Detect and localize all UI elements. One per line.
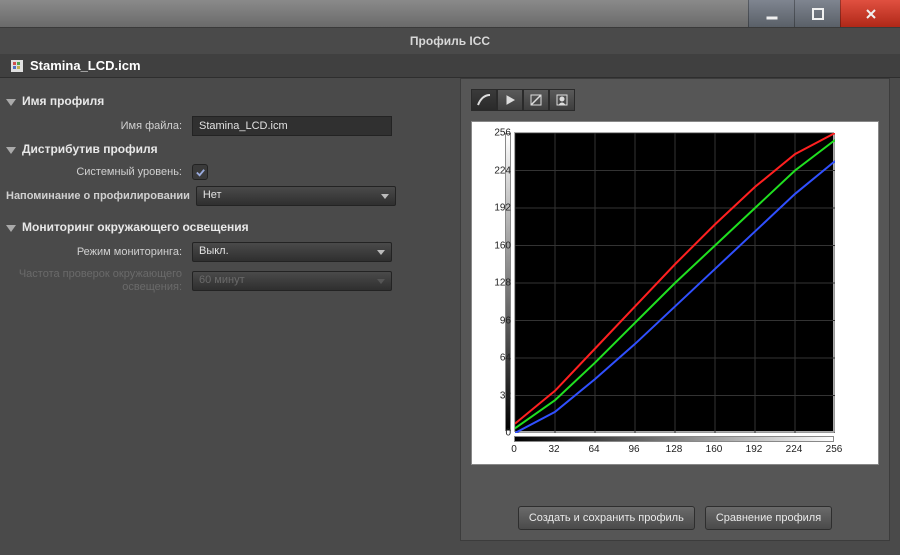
chart-container: 0326496128160192224256 03264961281601922… [471,121,879,465]
reminder-label: Напоминание о профилировании [6,190,196,202]
syslevel-checkbox[interactable] [192,164,208,180]
file-name: Stamina_LCD.icm [30,58,141,73]
section-distribution[interactable]: Дистрибутив профиля [6,142,448,156]
file-header: Stamina_LCD.icm [0,54,900,78]
monitor-mode-label: Режим мониторинга: [6,246,192,258]
freq-label: Частота проверок окружающего освещения: [6,268,192,294]
tone-curve-chart: 0326496128160192224256 [514,132,834,432]
left-panel: Имя профиля Имя файла: Дистрибутив профи… [0,78,460,551]
reminder-select[interactable]: Нет [196,186,396,206]
tool-contrast[interactable] [523,89,549,111]
syslevel-label: Системный уровень: [6,166,192,178]
right-panel: 0326496128160192224256 03264961281601922… [460,78,890,541]
freq-select: 60 минут [192,271,392,291]
filename-label: Имя файла: [6,120,192,132]
filename-input[interactable] [192,116,392,136]
x-axis-labels: 0326496128160192224256 [514,442,834,458]
chevron-down-icon [6,147,16,154]
monitor-mode-select[interactable]: Выкл. [192,242,392,262]
tool-play[interactable] [497,89,523,111]
window-subtitle: Профиль ICC [0,28,900,54]
chart-toolbar [471,89,879,111]
tool-curves[interactable] [471,89,497,111]
save-profile-button[interactable]: Создать и сохранить профиль [518,506,695,530]
section-monitoring[interactable]: Мониторинг окружающего освещения [6,220,448,234]
section-profile-name[interactable]: Имя профиля [6,94,448,108]
profile-file-icon [10,59,24,73]
chevron-down-icon [6,99,16,106]
tool-portrait[interactable] [549,89,575,111]
maximize-button[interactable] [794,0,840,27]
compare-profile-button[interactable]: Сравнение профиля [705,506,832,530]
close-button[interactable] [840,0,900,27]
window-titlebar [0,0,900,28]
minimize-button[interactable] [748,0,794,27]
y-axis-labels: 0326496128160192224256 [481,133,511,431]
chevron-down-icon [6,225,16,232]
